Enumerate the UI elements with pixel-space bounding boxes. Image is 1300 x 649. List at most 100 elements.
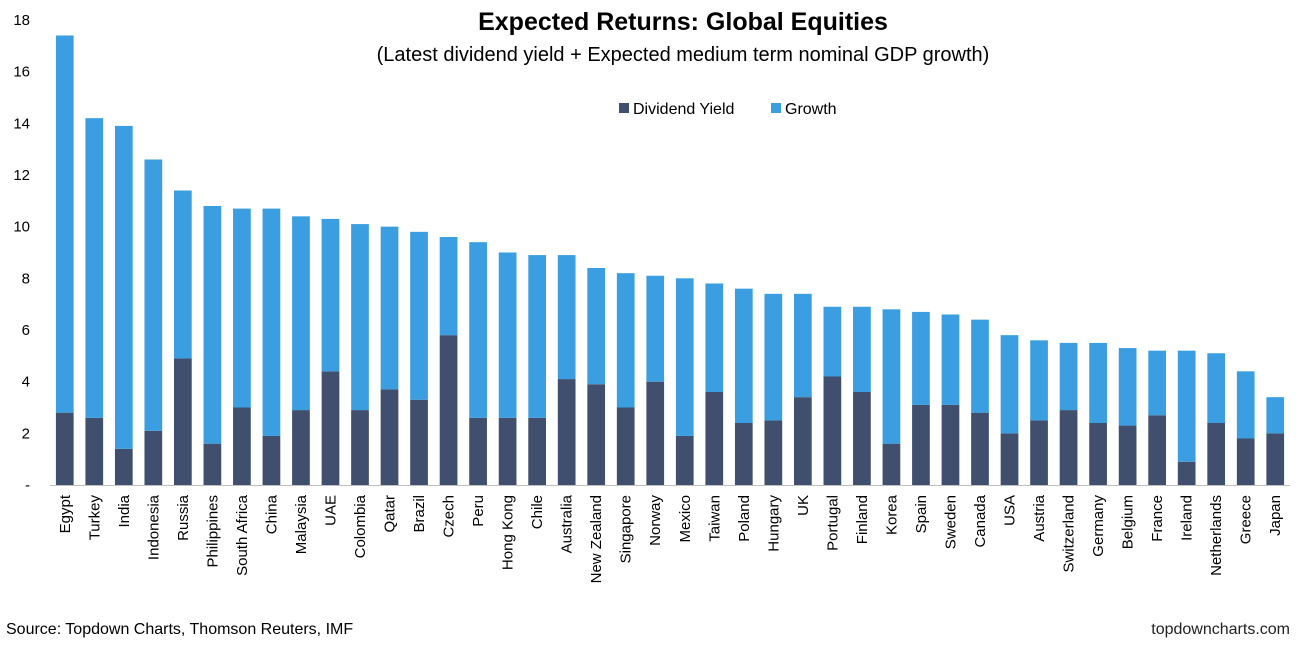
bar-dividend-yield xyxy=(1118,425,1137,485)
bar-growth xyxy=(1118,348,1137,426)
x-category-label: Czech xyxy=(441,495,458,538)
bar-dividend-yield xyxy=(794,397,812,485)
bar-growth xyxy=(439,237,458,336)
bar-growth xyxy=(794,293,812,398)
legend-label: Growth xyxy=(785,101,837,118)
bar-growth xyxy=(646,275,665,382)
x-category-label: France xyxy=(1149,495,1166,542)
bar-dividend-yield xyxy=(734,423,753,485)
y-tick-label: 16 xyxy=(13,64,30,81)
x-category-label: Belgium xyxy=(1120,495,1137,549)
bar-growth xyxy=(1030,340,1048,421)
bar-growth xyxy=(941,314,960,405)
bar-growth xyxy=(144,159,163,431)
bar-growth xyxy=(1177,350,1196,462)
x-category-label: Canada xyxy=(972,494,989,547)
bar-dividend-yield xyxy=(853,392,871,485)
legend: Dividend Yield Growth xyxy=(619,101,837,118)
bar-growth xyxy=(557,255,576,380)
x-category-label: Chile xyxy=(529,495,546,529)
bar-dividend-yield xyxy=(705,392,724,485)
y-tick-label: 6 xyxy=(22,322,30,339)
website-label: topdowncharts.com xyxy=(1151,621,1290,638)
bar-dividend-yield xyxy=(233,407,251,485)
bar-dividend-yield xyxy=(262,435,281,485)
chart-subtitle: (Latest dividend yield + Expected medium… xyxy=(377,44,990,66)
bar-growth xyxy=(498,252,517,418)
bar-dividend-yield xyxy=(174,358,192,485)
x-category-label: China xyxy=(263,494,280,534)
x-category-label: Peru xyxy=(470,495,487,527)
y-tick-label: 18 xyxy=(13,12,30,29)
bar-dividend-yield xyxy=(1207,423,1226,485)
bar-growth xyxy=(292,216,310,411)
legend-swatch xyxy=(619,103,629,113)
y-tick-label: 14 xyxy=(13,115,30,132)
bar-dividend-yield xyxy=(1177,461,1196,485)
chart-title: Expected Returns: Global Equities xyxy=(478,8,888,36)
x-category-label: New Zealand xyxy=(588,495,605,583)
x-category-label: South Africa xyxy=(234,494,251,576)
x-category-label: Philippines xyxy=(204,495,221,568)
bar-dividend-yield xyxy=(823,376,842,485)
x-category-label: India xyxy=(116,494,133,527)
bar-dividend-yield xyxy=(912,404,930,485)
bar-dividend-yield xyxy=(557,379,576,485)
bar-growth xyxy=(1000,335,1019,434)
x-category-label: Greece xyxy=(1238,495,1255,544)
bar-growth xyxy=(912,311,930,405)
x-category-label: Turkey xyxy=(86,495,103,541)
bar-dividend-yield xyxy=(1236,438,1255,485)
bar-growth xyxy=(971,319,989,413)
bar-growth xyxy=(233,208,251,408)
x-category-label: UAE xyxy=(322,495,339,526)
bar-growth xyxy=(410,231,428,400)
x-category-label: Egypt xyxy=(57,494,74,533)
y-tick-label: - xyxy=(25,477,30,494)
y-tick-label: 10 xyxy=(13,219,30,236)
x-category-label: Taiwan xyxy=(706,495,723,542)
x-category-label: Sweden xyxy=(942,495,959,549)
bar-dividend-yield xyxy=(410,399,428,485)
bar-growth xyxy=(174,190,192,359)
x-category-label: Malaysia xyxy=(293,494,310,554)
bar-growth xyxy=(675,278,694,436)
bar-dividend-yield xyxy=(882,443,901,485)
bar-growth xyxy=(1266,397,1285,434)
bar-dividend-yield xyxy=(646,381,665,485)
bar-dividend-yield xyxy=(1148,415,1166,485)
bar-growth xyxy=(55,35,74,413)
bar-dividend-yield xyxy=(321,371,340,485)
x-category-label: Netherlands xyxy=(1208,495,1225,576)
bar-dividend-yield xyxy=(1266,433,1285,485)
bar-growth xyxy=(705,283,724,392)
bar-growth xyxy=(1059,342,1078,411)
bar-dividend-yield xyxy=(528,417,546,485)
bar-dividend-yield xyxy=(439,335,458,485)
x-axis: Egypt Turkey India Indonesia Russia Philippin… xyxy=(50,485,1290,583)
x-category-label: Indonesia xyxy=(145,494,162,560)
x-category-label: UK xyxy=(795,495,812,516)
bar-dividend-yield xyxy=(675,435,694,485)
x-category-label: Colombia xyxy=(352,494,369,558)
bar-growth xyxy=(528,255,546,418)
bar-growth xyxy=(853,306,871,392)
x-category-label: Singapore xyxy=(618,495,635,563)
x-category-label: Norway xyxy=(647,495,664,546)
bar-growth xyxy=(1236,371,1255,439)
x-category-label: Australia xyxy=(559,494,576,553)
bar-dividend-yield xyxy=(380,389,399,485)
bar-dividend-yield xyxy=(144,430,163,485)
bar-growth xyxy=(203,206,222,444)
bar-growth xyxy=(85,118,104,418)
bar-growth xyxy=(351,224,369,411)
x-category-label: Japan xyxy=(1267,495,1284,536)
bar-growth xyxy=(1207,353,1226,423)
bar-dividend-yield xyxy=(498,417,517,485)
bar-dividend-yield xyxy=(469,417,487,485)
x-category-label: Qatar xyxy=(382,495,399,533)
bar-dividend-yield xyxy=(1000,433,1019,485)
bar-growth xyxy=(1148,350,1166,416)
bar-growth xyxy=(262,208,281,436)
